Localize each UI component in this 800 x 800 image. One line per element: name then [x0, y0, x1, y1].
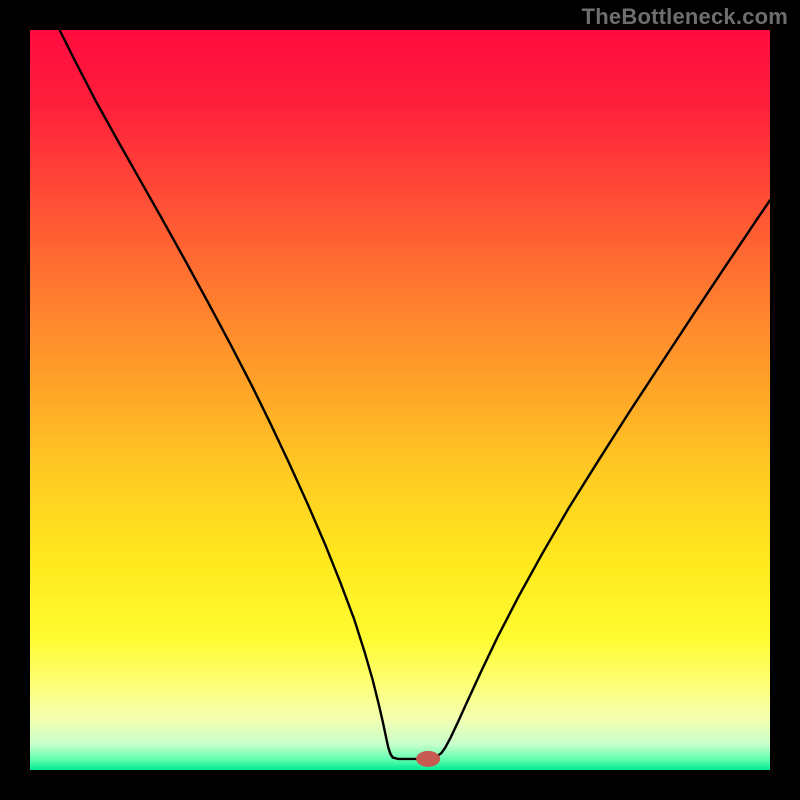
chart-container: TheBottleneck.com: [0, 0, 800, 800]
watermark-text: TheBottleneck.com: [582, 4, 788, 30]
plot-background: [30, 30, 770, 770]
bottleneck-chart: [0, 0, 800, 800]
optimum-marker: [416, 751, 440, 767]
